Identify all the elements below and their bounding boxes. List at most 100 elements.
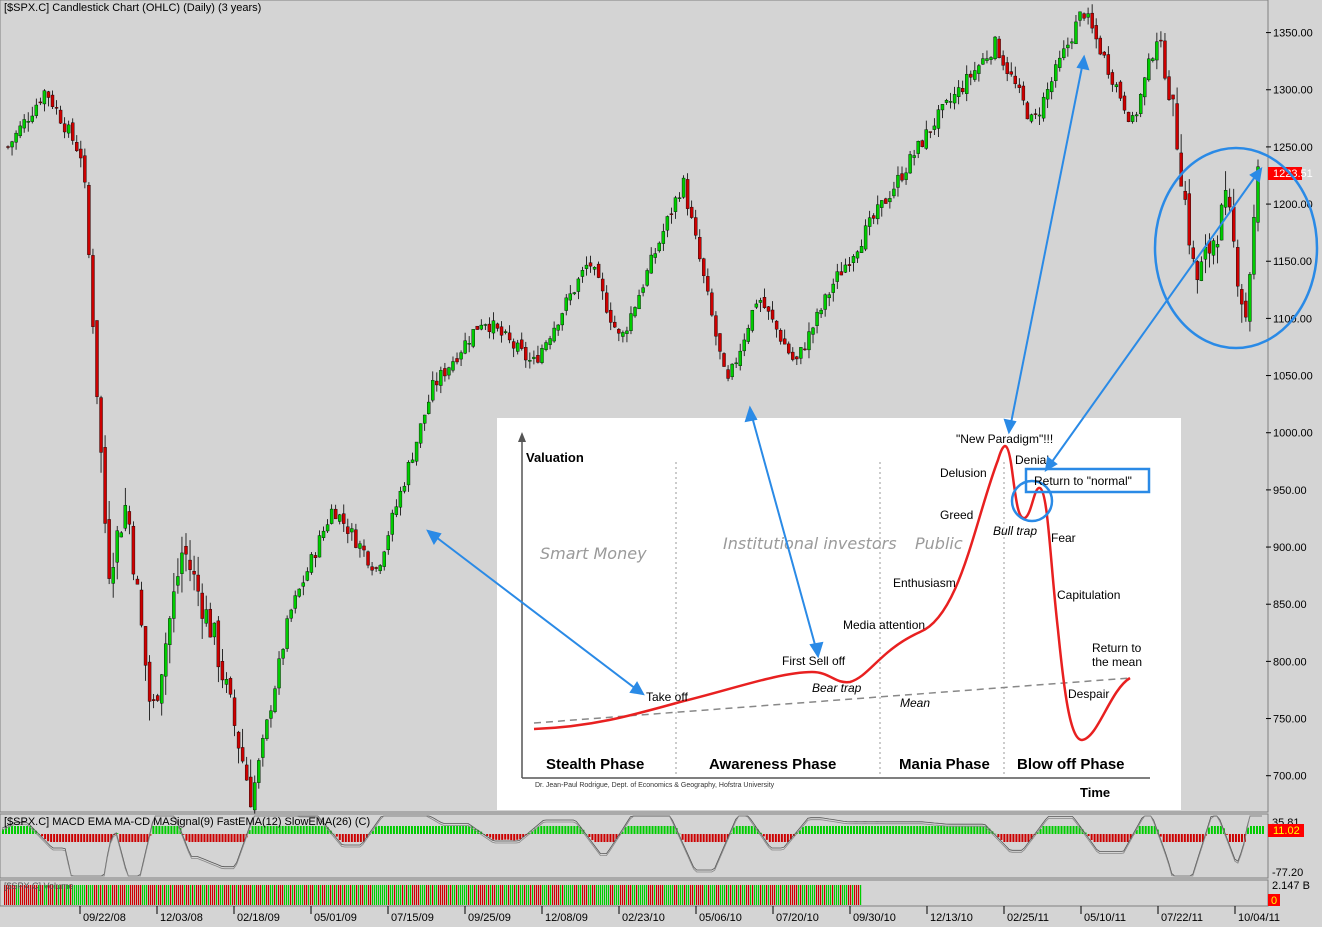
macd-bar — [588, 834, 591, 838]
macd-bar — [1075, 826, 1078, 834]
macd-bar — [627, 826, 630, 834]
candle-body — [495, 323, 500, 329]
volume-bar — [632, 885, 634, 905]
macd-bar — [1003, 834, 1006, 842]
volume-bar — [276, 885, 278, 905]
macd-bar — [1168, 834, 1171, 842]
macd-bar — [579, 826, 582, 834]
volume-bar — [616, 885, 618, 905]
volume-bar — [560, 885, 562, 905]
volume-bar — [598, 885, 600, 905]
candle-body — [79, 148, 83, 159]
volume-bar — [660, 885, 662, 905]
volume-bar — [760, 885, 762, 905]
candle-body — [1163, 40, 1167, 79]
volume-top-label: 2.147 B — [1272, 880, 1310, 892]
macd-bar — [495, 834, 498, 840]
volume-bar — [694, 885, 696, 905]
candle-body — [1054, 64, 1058, 82]
macd-bar — [56, 834, 59, 842]
macd-bar — [248, 830, 251, 834]
price-tick-label: 850.00 — [1273, 599, 1307, 611]
volume-bar — [520, 885, 522, 905]
macd-bar — [227, 834, 230, 842]
candle-body — [698, 237, 702, 260]
macd-bar — [65, 834, 68, 842]
macd-bar — [11, 826, 14, 834]
volume-bar — [504, 885, 506, 905]
macd-bar — [789, 834, 792, 840]
macd-bar — [1258, 826, 1261, 834]
macd-bar — [413, 826, 416, 834]
macd-bar — [416, 826, 419, 834]
macd-bar — [732, 827, 735, 834]
macd-bar — [344, 834, 347, 842]
volume-bar — [186, 885, 188, 905]
candle-body — [661, 231, 666, 244]
macd-bar — [338, 834, 341, 841]
candle-body — [633, 307, 637, 317]
price-tick-label: 1350.00 — [1273, 28, 1313, 40]
volume-bar — [600, 885, 602, 905]
price-tick-label: 1300.00 — [1273, 85, 1313, 97]
macd-bar — [672, 826, 675, 834]
volume-bar — [604, 885, 606, 905]
macd-bar — [919, 826, 922, 834]
candle-body — [1005, 62, 1009, 74]
volume-bar — [528, 885, 530, 905]
macd-bar — [1141, 826, 1144, 834]
macd-bar — [5, 827, 8, 834]
volume-bar — [110, 885, 112, 905]
volume-bar — [516, 885, 518, 905]
macd-bar — [1183, 834, 1186, 842]
candle-body — [1240, 289, 1244, 305]
candle-body — [985, 58, 989, 61]
candle-body — [1252, 217, 1256, 275]
volume-bar — [180, 885, 182, 905]
macd-bar — [281, 826, 284, 834]
volume-bar — [808, 885, 810, 905]
macd-bar — [176, 826, 179, 834]
macd-bar — [1048, 826, 1051, 834]
macd-bar — [59, 834, 62, 842]
candle-body — [483, 324, 488, 326]
macd-bar — [648, 826, 651, 834]
macd-bar — [898, 826, 901, 834]
candle-body — [463, 340, 467, 354]
candle-body — [212, 622, 217, 638]
volume-bar — [12, 885, 14, 905]
macd-bar — [1198, 834, 1201, 842]
macd-bar — [973, 826, 976, 834]
macd-bar — [693, 834, 696, 842]
macd-bar — [134, 834, 137, 842]
macd-bar — [801, 826, 804, 834]
candle-body — [576, 278, 581, 292]
macd-bar — [804, 826, 807, 834]
macd-bar — [314, 826, 317, 834]
volume-bar — [566, 885, 568, 905]
candle-body — [795, 356, 799, 360]
volume-bar — [98, 885, 100, 905]
candle-body — [281, 649, 285, 659]
volume-bar — [146, 885, 148, 905]
candle-body — [969, 73, 973, 78]
candle-body — [871, 215, 876, 219]
candle-body — [1143, 77, 1147, 98]
macd-bar — [305, 826, 308, 834]
macd-bar — [254, 826, 257, 834]
volume-bar — [412, 885, 414, 905]
candle-body — [188, 559, 192, 570]
volume-bar — [442, 885, 444, 905]
volume-bar — [754, 885, 756, 905]
candle-body — [10, 141, 14, 148]
macd-bar — [185, 834, 188, 841]
date-tick-label: 07/22/11 — [1161, 912, 1203, 924]
macd-bar — [119, 834, 122, 842]
volume-bar — [488, 885, 490, 905]
macd-bar — [615, 834, 618, 839]
volume-bar — [222, 885, 224, 905]
macd-bar — [1090, 834, 1093, 841]
macd-bar — [362, 834, 365, 842]
volume-bar — [608, 885, 610, 905]
volume-bar — [272, 885, 274, 905]
